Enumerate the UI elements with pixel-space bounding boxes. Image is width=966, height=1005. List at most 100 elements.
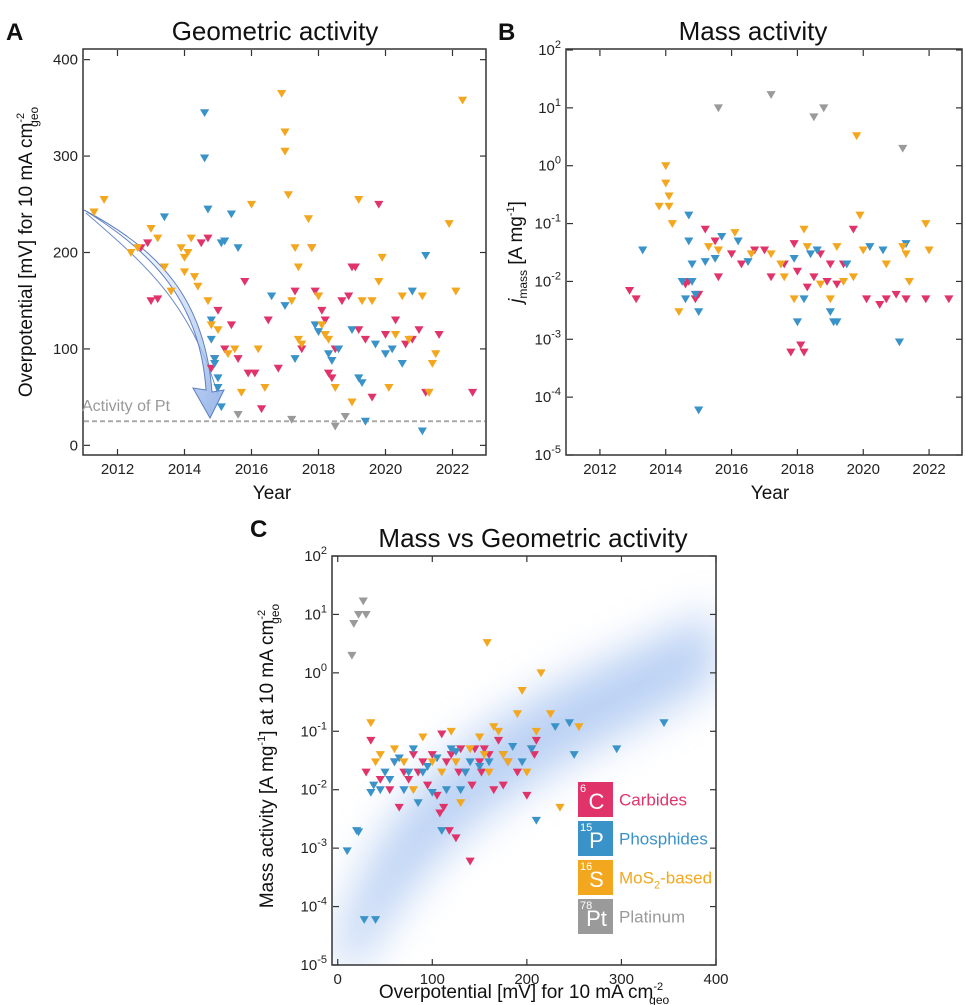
carbides-marker xyxy=(848,225,858,234)
mos2-marker xyxy=(277,89,287,98)
mos2-marker xyxy=(293,335,303,344)
phosphides-marker xyxy=(290,355,300,363)
carbides-marker xyxy=(451,834,461,843)
element-tile xyxy=(578,821,613,856)
phosphides-marker xyxy=(550,723,560,732)
mos2-marker xyxy=(367,297,377,306)
mos2-marker xyxy=(153,234,163,243)
mos2-marker xyxy=(280,147,290,156)
mos2-marker xyxy=(898,243,908,251)
tick-label: 2012 xyxy=(583,461,616,478)
phosphides-marker xyxy=(517,758,527,767)
platinum-marker xyxy=(766,91,776,99)
carbides-marker xyxy=(822,277,832,286)
tick-label: 101 xyxy=(304,603,327,623)
carbides-marker xyxy=(256,405,267,414)
carbides-marker xyxy=(759,246,770,255)
mos2-marker xyxy=(186,234,196,243)
phosphides-marker xyxy=(717,232,727,241)
carbides-marker xyxy=(700,225,710,234)
mos2-marker xyxy=(236,388,247,397)
mos2-marker xyxy=(283,191,293,200)
phosphides-marker xyxy=(446,745,456,754)
trend-band xyxy=(332,610,716,965)
mos2-marker xyxy=(465,745,475,754)
carbides-marker xyxy=(489,786,499,795)
phosphides-marker xyxy=(206,316,216,325)
legend-item-mos2: 16S MoS2-based xyxy=(578,860,712,895)
carbides-marker xyxy=(233,355,243,363)
carbides-marker xyxy=(512,768,523,777)
carbides-marker xyxy=(226,321,236,330)
element-tile xyxy=(578,860,613,895)
panel-b-markers xyxy=(624,91,954,415)
carbides-marker xyxy=(529,751,540,759)
phosphides-marker xyxy=(200,109,210,118)
panel-b-frame xyxy=(565,48,963,456)
mos2-marker xyxy=(357,297,367,306)
mos2-marker xyxy=(746,250,756,259)
tick-label: 102 xyxy=(538,39,561,59)
mos2-marker xyxy=(444,220,454,228)
carbides-marker xyxy=(250,369,260,378)
carbides-marker xyxy=(631,295,641,304)
phosphides-marker xyxy=(387,345,397,354)
platinum-marker xyxy=(898,144,908,153)
legend-item-carbides: 6 C Carbides xyxy=(578,782,687,817)
phosphides-marker xyxy=(684,237,694,246)
carbides-marker xyxy=(446,751,456,759)
mos2-marker xyxy=(446,727,456,736)
carbides-marker xyxy=(901,295,911,304)
mos2-marker xyxy=(858,246,868,255)
carbides-marker xyxy=(766,273,776,282)
mos2-marker xyxy=(408,786,418,795)
carbides-marker xyxy=(196,239,206,248)
mos2-marker xyxy=(366,719,376,728)
phosphides-marker xyxy=(825,308,835,317)
tick-label: 2016 xyxy=(715,461,748,478)
mos2-marker xyxy=(347,398,357,407)
tick-label: 10-2 xyxy=(535,270,561,290)
carbides-marker xyxy=(153,295,163,304)
carbides-marker xyxy=(736,260,747,269)
phosphides-marker xyxy=(677,277,687,286)
phosphides-marker xyxy=(357,379,367,388)
carbides-marker xyxy=(832,280,842,289)
platinum-marker xyxy=(349,620,359,628)
carbides-marker xyxy=(327,374,337,383)
mos2-marker xyxy=(713,246,724,255)
carbides-marker xyxy=(401,340,411,349)
carbides-marker xyxy=(337,297,347,306)
panel-a-title: Geometric activity xyxy=(172,16,379,46)
mos2-marker xyxy=(848,273,858,282)
mos2-marker xyxy=(517,686,527,695)
mos2-marker xyxy=(664,192,674,201)
phosphides-marker xyxy=(441,786,452,795)
carbides-marker xyxy=(385,786,395,795)
phosphides-marker xyxy=(213,374,223,383)
phosphides-marker xyxy=(267,292,277,301)
carbides-marker xyxy=(380,331,391,339)
mos2-marker xyxy=(832,243,842,251)
phosphides-marker xyxy=(789,254,799,263)
phosphides-marker xyxy=(159,213,169,222)
element-symbol: S xyxy=(589,867,604,892)
mos2-marker xyxy=(418,733,428,742)
panel-b-ticks: 2012 2014 2016 2018 2020 2022 10-5 10-4 10-3 10-2… xyxy=(535,39,962,478)
mos2-marker xyxy=(377,253,387,262)
carbides-marker xyxy=(408,751,418,759)
carbides-marker xyxy=(360,335,370,344)
carbides-marker xyxy=(467,781,477,790)
mos2-marker xyxy=(179,268,190,277)
carbides-marker xyxy=(418,758,428,767)
mos2-marker xyxy=(213,326,223,335)
legend-item-phosphides: 15P Phosphides xyxy=(578,821,708,856)
mos2-marker xyxy=(303,215,314,224)
mos2-marker xyxy=(179,253,190,262)
carbides-marker xyxy=(354,326,364,335)
mos2-marker xyxy=(479,751,489,759)
phosphides-marker xyxy=(832,318,842,327)
mos2-marker xyxy=(323,335,334,344)
phosphides-marker xyxy=(310,321,320,330)
mos2-marker xyxy=(789,295,799,304)
